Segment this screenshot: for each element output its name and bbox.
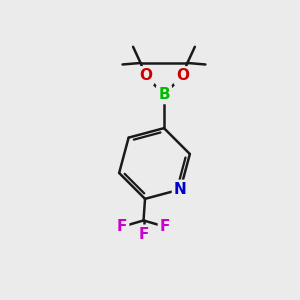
Text: F: F bbox=[138, 227, 149, 242]
Text: F: F bbox=[117, 219, 127, 234]
Text: N: N bbox=[174, 182, 187, 197]
Text: F: F bbox=[160, 219, 170, 234]
Text: O: O bbox=[176, 68, 189, 83]
Text: B: B bbox=[158, 87, 170, 102]
Text: O: O bbox=[139, 68, 152, 83]
